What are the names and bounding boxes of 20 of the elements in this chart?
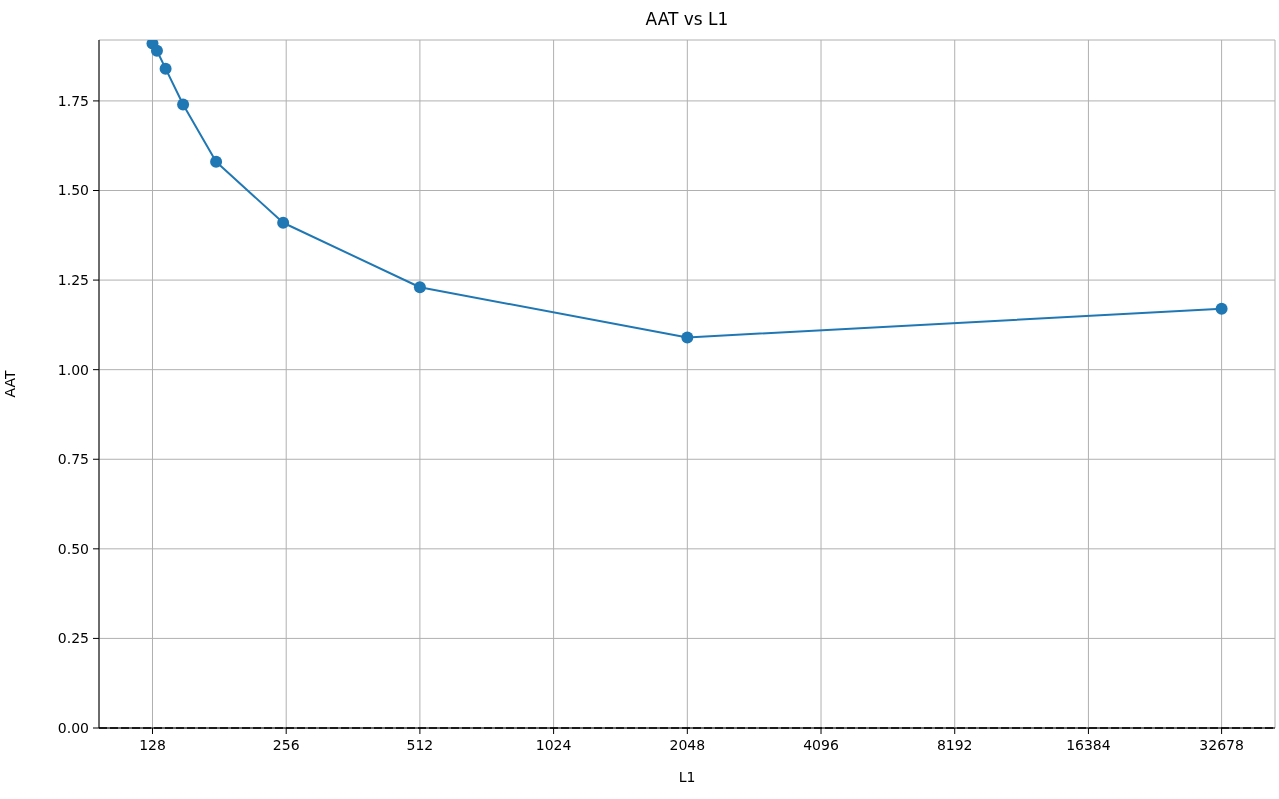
y-tick-label: 0.00	[57, 719, 89, 736]
x-tick-label: 8192	[936, 736, 973, 753]
y-tick-label: 0.50	[57, 540, 89, 557]
x-tick-label: 2048	[669, 736, 706, 753]
x-tick-label: 4096	[803, 736, 839, 753]
x-tick-label: 128	[139, 736, 166, 753]
x-tick-label: 1024	[535, 736, 572, 753]
x-tick-label: 32678	[1199, 736, 1244, 753]
x-tick-label: 16384	[1066, 736, 1111, 753]
y-tick-label: 1.50	[57, 182, 89, 199]
x-axis-title: L1	[678, 769, 696, 785]
x-tick-label: 512	[406, 736, 434, 753]
y-tick-label: 1.00	[57, 361, 89, 378]
y-tick-label: 1.75	[57, 92, 89, 109]
y-tick-label: 0.25	[57, 630, 89, 647]
chart-title: AAT vs L1	[644, 8, 730, 30]
x-tick-label: 256	[272, 736, 300, 753]
y-axis-title: AAT	[1, 370, 18, 398]
y-tick-label: 1.25	[57, 272, 89, 289]
y-tick-label: 0.75	[57, 451, 89, 468]
